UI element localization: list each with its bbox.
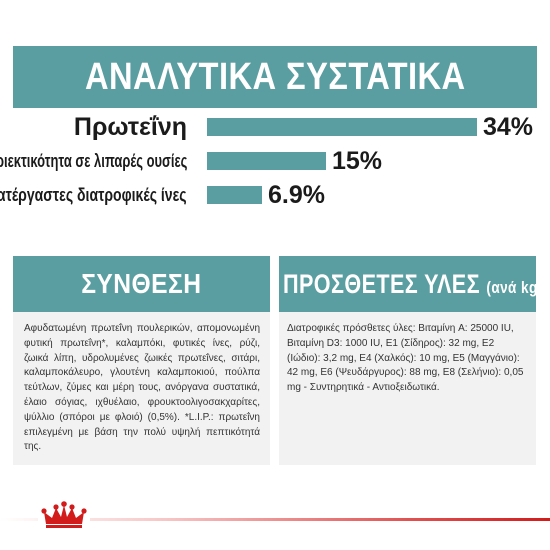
nutrient-bar: [207, 152, 326, 170]
banner-title: ΑΝΑΛΥΤΙΚΑ ΣΥΣΤΑΤΙΚΑ: [84, 55, 466, 98]
section-banner: ΑΝΑΛΥΤΙΚΑ ΣΥΣΤΑΤΙΚΑ: [13, 46, 537, 108]
nutrient-label: Ακατέργαστες διατροφικές ίνες: [0, 185, 187, 205]
nutrient-bar: [207, 186, 262, 204]
additives-text: Διατροφικές πρόσθετες ύλες: Βιταμίνη A: …: [287, 323, 524, 394]
nutrient-value: 15%: [332, 147, 383, 175]
nutrient-value: 34%: [483, 113, 534, 141]
nutrient-label: Περιεκτικότητα σε λιπαρές ουσίες: [0, 151, 187, 171]
composition-header: ΣΥΝΘΕΣΗ: [13, 256, 270, 312]
nutrient-row-fiber: Ακατέργαστες διατροφικές ίνες 6.9%: [0, 178, 550, 212]
additives-title: ΠΡΟΣΘΕΤΕΣ ΥΛΕΣ (ανά kg): [283, 269, 543, 300]
composition-text: Αφυδατωμένη πρωτεΐνη πουλερικών, απομονω…: [24, 323, 260, 453]
composition-panel: ΣΥΝΘΕΣΗ Αφυδατωμένη πρωτεΐνη πουλερικών,…: [13, 256, 270, 465]
nutrient-label: Πρωτεΐνη: [73, 113, 187, 141]
nutrient-bar: [207, 118, 477, 136]
nutrient-row-fat: Περιεκτικότητα σε λιπαρές ουσίες 15%: [0, 144, 550, 178]
additives-subtitle: (ανά kg): [486, 277, 543, 297]
additives-header: ΠΡΟΣΘΕΤΕΣ ΥΛΕΣ (ανά kg): [279, 256, 542, 312]
additives-panel: ΠΡΟΣΘΕΤΕΣ ΥΛΕΣ (ανά kg) Διατροφικές πρόσ…: [279, 256, 542, 465]
nutrient-row-protein: Πρωτεΐνη 34%: [0, 110, 550, 144]
nutrient-value: 6.9%: [268, 181, 325, 209]
footer-divider: [0, 518, 550, 521]
composition-title: ΣΥΝΘΕΣΗ: [81, 268, 202, 299]
crown-logo-icon: [38, 500, 90, 530]
additives-title-text: ΠΡΟΣΘΕΤΕΣ ΥΛΕΣ: [283, 268, 480, 299]
